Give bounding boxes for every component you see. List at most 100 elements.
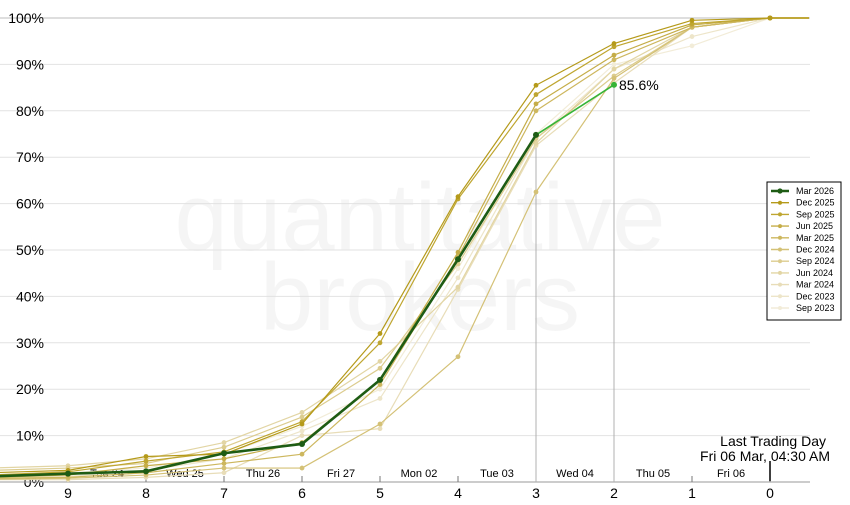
y-tick-label: 100% — [8, 10, 44, 26]
legend-item: Mar 2024 — [771, 280, 834, 290]
legend-label: Sep 2025 — [796, 209, 835, 219]
y-tick-label: 60% — [16, 196, 44, 212]
x-tick-label: 7 — [220, 485, 228, 500]
data-point — [299, 440, 305, 447]
data-point — [377, 382, 383, 387]
day-label: Thu 05 — [636, 468, 670, 480]
y-tick-label: 90% — [16, 56, 44, 72]
data-point — [377, 386, 383, 392]
legend-label: Mar 2025 — [796, 233, 834, 243]
data-point — [533, 101, 539, 107]
data-point — [221, 461, 227, 466]
data-point — [611, 62, 617, 67]
legend-marker — [777, 188, 783, 194]
data-point — [143, 463, 149, 469]
series-projection-line — [535, 84, 615, 136]
data-point — [689, 17, 695, 23]
data-point — [221, 450, 227, 457]
data-point — [299, 421, 305, 427]
legend-item: Dec 2023 — [771, 291, 835, 301]
data-point — [299, 451, 305, 457]
data-point — [143, 458, 149, 464]
data-point — [455, 275, 461, 281]
series-dec-2025 — [0, 15, 809, 474]
legend-label: Mar 2024 — [796, 280, 834, 290]
x-tick-label: 1 — [688, 485, 696, 500]
data-point — [377, 365, 383, 371]
data-point — [377, 426, 383, 432]
legend-label: Sep 2024 — [796, 256, 835, 266]
data-point — [377, 376, 383, 383]
legend-marker — [778, 247, 782, 252]
data-point — [221, 456, 227, 462]
x-tick-label: 4 — [454, 485, 462, 500]
data-point — [611, 41, 617, 46]
series-line — [0, 134, 538, 478]
x-tick-label: 9 — [64, 485, 72, 500]
legend-label: Dec 2023 — [796, 291, 835, 301]
legend-marker — [778, 270, 782, 275]
x-tick-label: 6 — [298, 485, 306, 500]
data-point — [221, 440, 227, 445]
y-tick-label: 40% — [16, 288, 44, 304]
x-tick-label: 5 — [376, 485, 384, 500]
watermark-text: brokers — [260, 244, 580, 351]
data-point — [533, 108, 539, 114]
data-point — [221, 470, 227, 476]
y-tick-label: 30% — [16, 335, 44, 351]
legend-item: Dec 2024 — [771, 245, 835, 255]
data-point — [299, 465, 305, 471]
y-tick-label: 10% — [16, 428, 44, 444]
data-point — [689, 43, 695, 49]
data-point — [611, 52, 617, 58]
data-point — [455, 266, 461, 271]
data-point — [455, 249, 461, 255]
legend-marker — [778, 294, 782, 299]
projection-value-label: 85.6% — [619, 77, 659, 93]
series-line — [0, 17, 809, 476]
legend-marker — [778, 282, 782, 287]
day-label: Thu 26 — [246, 468, 280, 480]
data-point — [377, 340, 383, 346]
x-tick-label: 2 — [610, 485, 618, 500]
legend-marker — [778, 212, 782, 217]
legend-label: Jun 2025 — [796, 221, 833, 231]
legend-item: Mar 2025 — [771, 233, 834, 243]
data-point — [455, 194, 461, 200]
data-point — [455, 284, 461, 290]
y-tick-label: 50% — [16, 242, 44, 258]
last-trading-day-date: Fri 06 Mar, 04:30 AM — [700, 448, 830, 464]
data-point — [455, 354, 461, 360]
legend-marker — [778, 259, 782, 264]
legend-marker — [778, 224, 782, 229]
y-tick-label: 70% — [16, 149, 44, 165]
grid — [0, 17, 810, 483]
legend-item: Sep 2024 — [771, 256, 835, 266]
legend-item: Sep 2023 — [771, 303, 835, 313]
day-label: Wed 04 — [556, 468, 594, 480]
day-label: Tue 03 — [480, 468, 514, 480]
data-point — [65, 470, 71, 477]
series-line — [0, 17, 809, 474]
legend-label: Dec 2024 — [796, 245, 835, 255]
day-label: Fri 27 — [327, 468, 355, 480]
legend-label: Jun 2024 — [796, 268, 833, 278]
data-point — [533, 140, 539, 146]
data-point — [767, 15, 773, 21]
legend-item: Jun 2024 — [771, 268, 833, 278]
y-tick-label: 20% — [16, 381, 44, 397]
legend-marker — [778, 235, 782, 240]
data-point — [299, 414, 305, 420]
day-label: Fri 06 — [717, 468, 745, 480]
data-point — [533, 131, 539, 138]
data-point — [221, 444, 227, 450]
series-line — [0, 17, 809, 476]
data-point — [143, 468, 149, 475]
legend-label: Dec 2025 — [796, 198, 835, 208]
legend-label: Sep 2023 — [796, 303, 835, 313]
day-label: Mon 02 — [401, 468, 438, 480]
